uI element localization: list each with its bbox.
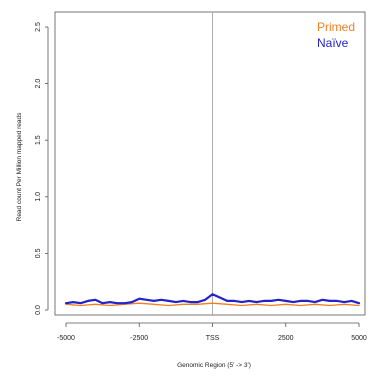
x-axis-title: Genomic Region (5' -> 3') — [177, 362, 251, 369]
y-tick-label: 1.5 — [35, 135, 42, 145]
y-axis: 0.0 0.5 1.0 1.5 2.0 2.5 — [35, 22, 49, 315]
plot-border — [54, 11, 366, 316]
x-tick-label: -2500 — [130, 335, 148, 342]
legend: Primed Naïve — [317, 20, 355, 50]
legend-label-primed: Primed — [317, 20, 355, 34]
series-layer — [64, 293, 361, 307]
series-line-primed — [65, 302, 360, 307]
x-axis: -5000 -2500 TSS 2500 5000 — [57, 322, 367, 342]
x-tick-label: 5000 — [351, 335, 367, 342]
y-tick-label: 2.5 — [35, 22, 42, 32]
x-tick-label: -5000 — [57, 335, 75, 342]
y-tick-label: 0.0 — [35, 305, 42, 315]
x-tick-label: 2500 — [278, 335, 294, 342]
legend-label-naive: Naïve — [317, 36, 349, 50]
x-tick-label: TSS — [206, 335, 220, 342]
y-axis-title: Read count Per Million mapped reads — [16, 112, 23, 222]
plot-frame — [54, 11, 366, 316]
y-tick-label: 1.0 — [35, 192, 42, 202]
y-tick-label: 0.5 — [35, 248, 42, 258]
series-line-naive — [64, 293, 361, 305]
y-tick-label: 2.0 — [35, 79, 42, 89]
